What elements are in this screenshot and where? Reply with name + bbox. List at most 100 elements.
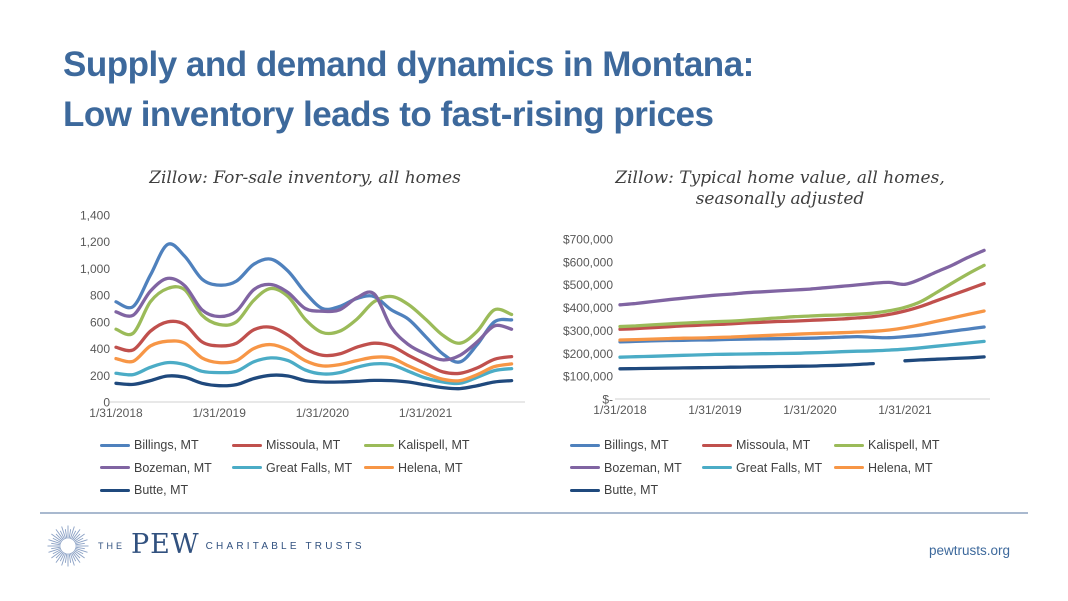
series-line-great-falls-mt	[114, 356, 514, 386]
legend-item-helena-mt: Helena, MT	[364, 461, 496, 475]
sunburst-ray	[72, 550, 81, 559]
legend-label: Great Falls, MT	[266, 460, 353, 475]
legend-label: Billings, MT	[604, 438, 669, 453]
legend-item-kalispell-mt: Kalispell, MT	[364, 438, 496, 452]
legend-swatch	[834, 466, 864, 470]
legend-item-great-falls-mt: Great Falls, MT	[232, 461, 364, 475]
sunburst-ray	[48, 539, 62, 545]
inventory-chart-legend: Billings, MT Missoula, MT Kalispell, MT Boz…	[100, 434, 496, 502]
home-value-chart-plot: $- $100,000 $200,000 $300,000 $400,000 $500,0…	[563, 233, 990, 417]
legend-swatch	[232, 443, 262, 447]
sunburst-ray	[73, 550, 85, 559]
sunburst-ray	[71, 530, 77, 540]
y-axis-tick-label: $700,000	[563, 233, 613, 247]
sunburst-ray	[55, 550, 64, 559]
home-value-chart-legend: Billings, MT Missoula, MT Kalispell, MT Boz…	[570, 434, 966, 502]
y-axis-tick-label: 800	[90, 289, 110, 303]
legend-swatch	[100, 443, 130, 447]
y-axis-tick-label: 1,400	[80, 209, 110, 223]
series-line-bozeman-mt	[618, 248, 986, 307]
inventory-chart-title: Zillow: For-sale inventory, all homes	[80, 168, 530, 189]
series-line-missoula-mt	[114, 319, 514, 376]
sunburst-ray	[55, 533, 64, 542]
y-axis-tick-label: 1,000	[80, 262, 110, 276]
sunburst-ray	[74, 549, 84, 555]
pew-logo-pew: PEW	[131, 529, 200, 560]
legend-item-missoula-mt: Missoula, MT	[232, 438, 364, 452]
sunburst-ray	[52, 537, 62, 543]
sunburst-ray	[75, 546, 85, 550]
sunburst-ray	[69, 526, 75, 540]
y-axis-tick-label: $200,000	[563, 347, 613, 361]
legend-swatch	[702, 466, 732, 470]
series-line-helena-mt	[618, 309, 986, 342]
y-axis-tick-label: 1,200	[80, 235, 110, 249]
legend-label: Helena, MT	[398, 460, 463, 475]
legend-label: Missoula, MT	[736, 438, 811, 453]
legend-swatch	[702, 443, 732, 447]
x-axis-tick-label: 1/31/2020	[783, 403, 837, 417]
y-axis-tick-label: $400,000	[563, 301, 613, 315]
sunburst-ray	[61, 526, 67, 540]
y-axis-tick-label: 200	[90, 369, 110, 383]
legend-item-great-falls-mt: Great Falls, MT	[702, 461, 834, 475]
sunburst-ray	[51, 546, 61, 550]
legend-swatch	[570, 443, 600, 447]
home-value-chart: Zillow: Typical home value, all homes, s…	[545, 168, 1015, 497]
legend-label: Kalispell, MT	[868, 438, 940, 453]
legend-item-billings-mt: Billings, MT	[570, 438, 702, 452]
legend-item-billings-mt: Billings, MT	[100, 438, 232, 452]
sunburst-ray	[52, 549, 62, 555]
sunburst-icon	[47, 525, 89, 567]
page-title-line-1: Supply and demand dynamics in Montana:	[63, 45, 754, 84]
series-line-butte-mt	[903, 355, 986, 363]
sunburst-ray	[68, 553, 72, 563]
series-line-kalispell-mt	[618, 263, 986, 329]
y-axis-tick-label: $100,000	[563, 370, 613, 384]
home-value-chart-title-line-1: Zillow: Typical home value, all homes,	[615, 168, 945, 188]
pew-logo-charitable-trusts: CHARITABLE TRUSTS	[205, 540, 365, 552]
pew-logo-the: THE	[98, 541, 125, 551]
y-axis-tick-label: 0	[103, 396, 110, 410]
legend-label: Butte, MT	[604, 483, 659, 498]
sunburst-ray	[74, 539, 88, 545]
legend-item-helena-mt: Helena, MT	[834, 461, 966, 475]
legend-swatch	[364, 443, 394, 447]
home-value-chart-title: Zillow: Typical home value, all homes, s…	[545, 168, 1015, 210]
series-line-butte-mt	[114, 373, 514, 391]
sunburst-ray	[61, 552, 67, 566]
legend-swatch	[834, 443, 864, 447]
sunburst-ray	[51, 533, 63, 542]
sunburst-ray	[55, 529, 64, 541]
legend-swatch	[570, 488, 600, 492]
legend-label: Billings, MT	[134, 438, 199, 453]
x-axis-tick-label: 1/31/2021	[399, 406, 453, 420]
pew-logo: THE PEW CHARITABLE TRUSTS	[46, 524, 365, 568]
legend-label: Great Falls, MT	[736, 460, 823, 475]
x-axis-tick-label: 1/31/2020	[296, 406, 350, 420]
sunburst-ray	[68, 529, 72, 539]
legend-label: Missoula, MT	[266, 438, 341, 453]
home-value-chart-title-line-2: seasonally adjusted	[695, 189, 865, 209]
y-axis-tick-label: 400	[90, 342, 110, 356]
sunburst-ray	[51, 542, 61, 546]
sunburst-ray	[75, 542, 85, 546]
series-line-kalispell-mt	[114, 285, 514, 345]
pewtrusts-link[interactable]: pewtrusts.org	[928, 543, 1010, 558]
series-line-helena-mt	[114, 339, 514, 383]
legend-item-kalispell-mt: Kalispell, MT	[834, 438, 966, 452]
sunburst-ray	[73, 533, 85, 542]
x-axis-tick-label: 1/31/2021	[878, 403, 932, 417]
sunburst-ray	[69, 552, 75, 566]
sunburst-ray	[64, 553, 68, 563]
legend-label: Helena, MT	[868, 460, 933, 475]
sunburst-ray	[55, 551, 64, 563]
series-line-bozeman-mt	[114, 276, 514, 362]
sunburst-ray	[71, 552, 77, 562]
sunburst-ray	[72, 551, 81, 563]
inventory-chart-plot: 0 200 400 600 800 1,000 1,200 1,400 1/31/2018 1/3…	[80, 209, 525, 420]
sunburst-ray	[48, 547, 62, 553]
sunburst-ray	[74, 537, 84, 543]
series-line-missoula-mt	[618, 281, 986, 331]
x-axis-tick-label: 1/31/2018	[89, 406, 143, 420]
